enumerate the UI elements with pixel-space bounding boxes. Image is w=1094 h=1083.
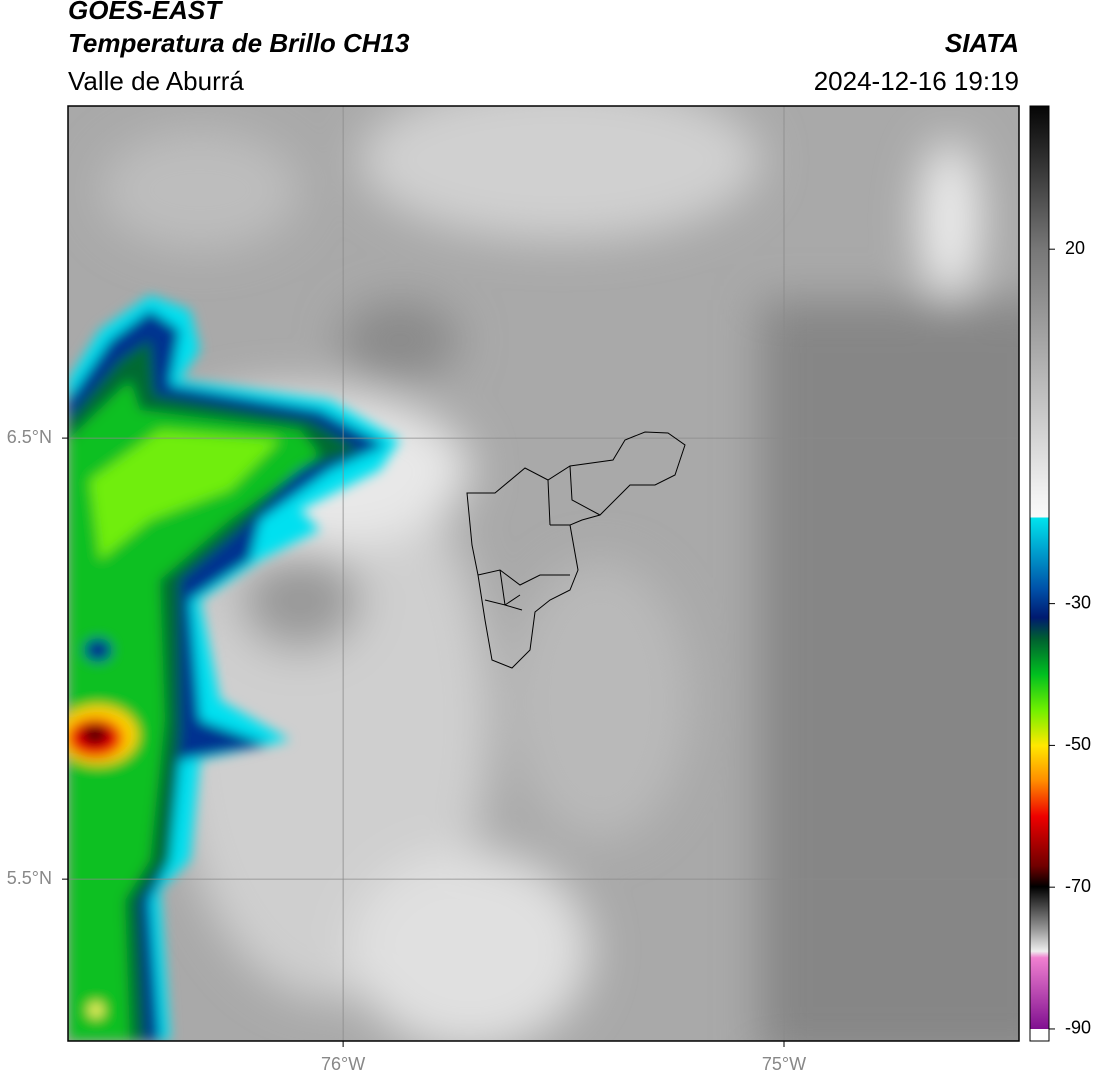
- colorbar: [1029, 105, 1050, 1042]
- colorbar-tick-label: -90: [1065, 1018, 1091, 1038]
- x-tick-label: 76°W: [321, 1054, 365, 1074]
- colorbar-tick-label: 20: [1065, 238, 1085, 258]
- grid: [68, 106, 1019, 1041]
- map-image: [68, 106, 1019, 1041]
- map-frame: [67, 105, 1020, 1042]
- datetime: 2024-12-16 19:19: [814, 66, 1019, 96]
- y-tick-label: 6.5°N: [7, 427, 52, 447]
- x-tick-label: 75°W: [762, 1054, 806, 1074]
- aburra-boundary: [466, 431, 686, 669]
- colorbar-tick-label: -50: [1065, 734, 1091, 754]
- subtitle: Temperatura de Brillo CH13: [68, 28, 410, 58]
- title: GOES-EAST: [68, 0, 223, 25]
- y-tick-label: 5.5°N: [7, 868, 52, 888]
- colorbar-tick-label: -70: [1065, 876, 1091, 896]
- colorbar-tick-label: -30: [1065, 592, 1091, 612]
- source: SIATA: [945, 28, 1019, 58]
- region: Valle de Aburrá: [68, 66, 244, 96]
